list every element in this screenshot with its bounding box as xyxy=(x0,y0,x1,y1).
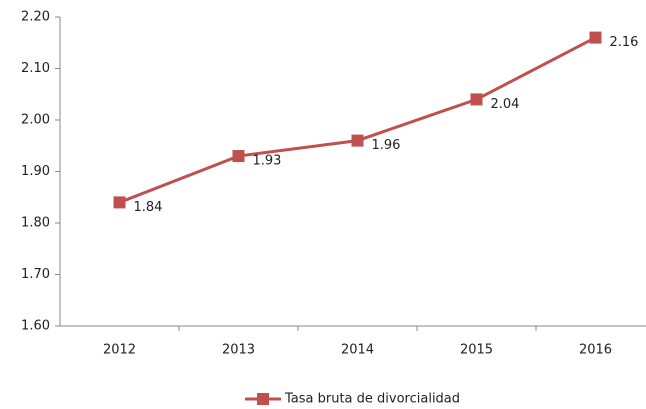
marker xyxy=(232,150,245,163)
y-tick-label: 2.10 xyxy=(21,61,50,76)
marker xyxy=(470,93,483,106)
legend-marker xyxy=(257,393,269,405)
y-tick-label: 1.90 xyxy=(21,164,50,179)
legend-label: Tasa bruta de divorcialidad xyxy=(284,392,460,407)
data-label: 1.84 xyxy=(134,200,163,215)
x-tick-label: 2013 xyxy=(222,343,255,358)
marker xyxy=(351,134,364,147)
data-label: 2.04 xyxy=(491,97,520,112)
x-tick-label: 2012 xyxy=(103,343,136,358)
y-tick-label: 1.80 xyxy=(21,216,50,231)
x-tick-label: 2014 xyxy=(341,343,374,358)
x-tick-label: 2015 xyxy=(460,343,493,358)
y-tick-label: 2.20 xyxy=(21,10,50,25)
y-tick-label: 1.60 xyxy=(21,319,50,334)
y-tick-label: 1.70 xyxy=(21,267,50,282)
series-line xyxy=(118,36,597,204)
marker xyxy=(589,31,602,44)
data-label: 1.96 xyxy=(372,138,401,153)
marker xyxy=(113,196,126,209)
data-label: 2.16 xyxy=(610,35,639,50)
x-tick-label: 2016 xyxy=(579,343,612,358)
y-tick-label: 2.00 xyxy=(21,113,50,128)
data-label: 1.93 xyxy=(253,154,282,169)
